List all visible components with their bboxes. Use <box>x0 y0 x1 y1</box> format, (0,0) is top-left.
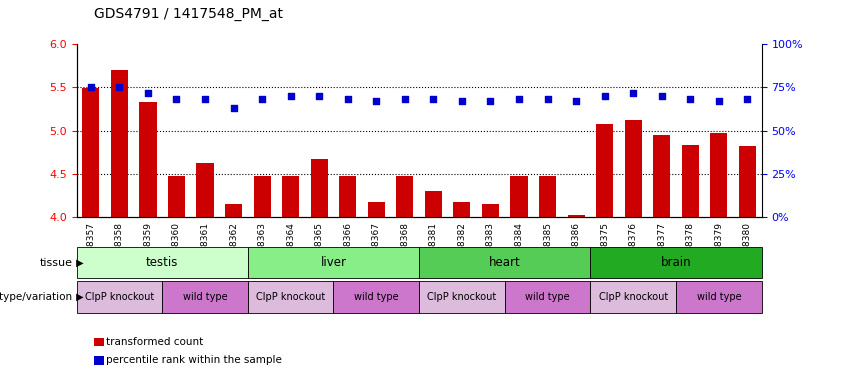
Text: ClpP knockout: ClpP knockout <box>598 292 668 302</box>
Point <box>569 98 583 104</box>
Point <box>112 84 126 91</box>
Bar <box>739 146 756 217</box>
Bar <box>168 176 185 217</box>
Point <box>655 93 669 99</box>
Point <box>712 98 726 104</box>
Text: brain: brain <box>660 256 691 269</box>
Point <box>341 96 355 103</box>
Text: percentile rank within the sample: percentile rank within the sample <box>106 355 283 365</box>
Text: ClpP knockout: ClpP knockout <box>85 292 154 302</box>
Point <box>198 96 212 103</box>
Point <box>255 96 269 103</box>
Bar <box>596 124 614 217</box>
Bar <box>197 162 214 217</box>
Bar <box>454 202 471 217</box>
Text: ▶: ▶ <box>73 258 83 268</box>
Bar <box>654 135 671 217</box>
Text: wild type: wild type <box>525 292 570 302</box>
Point <box>512 96 526 103</box>
Point <box>141 89 155 96</box>
Point <box>398 96 412 103</box>
Bar <box>83 88 100 217</box>
Text: liver: liver <box>321 256 346 269</box>
Bar <box>682 145 699 217</box>
Text: transformed count: transformed count <box>106 337 203 347</box>
Text: wild type: wild type <box>696 292 741 302</box>
Bar <box>539 176 556 217</box>
Bar <box>254 176 271 217</box>
Text: heart: heart <box>488 256 521 269</box>
Point <box>226 105 240 111</box>
Point <box>169 96 183 103</box>
Point <box>483 98 497 104</box>
Point <box>369 98 383 104</box>
Point <box>455 98 469 104</box>
Point <box>540 96 554 103</box>
Bar <box>625 120 642 217</box>
Point <box>683 96 697 103</box>
Bar <box>111 70 128 217</box>
Text: ClpP knockout: ClpP knockout <box>256 292 325 302</box>
Point <box>84 84 98 91</box>
Bar <box>568 215 585 217</box>
Bar <box>397 176 414 217</box>
Bar <box>511 176 528 217</box>
Text: ▶: ▶ <box>73 292 83 302</box>
Point <box>626 89 640 96</box>
Point <box>426 96 440 103</box>
Text: tissue: tissue <box>39 258 72 268</box>
Point <box>312 93 326 99</box>
Point <box>598 93 612 99</box>
Bar <box>311 159 328 217</box>
Text: GDS4791 / 1417548_PM_at: GDS4791 / 1417548_PM_at <box>94 7 283 21</box>
Bar <box>711 133 728 217</box>
Text: wild type: wild type <box>354 292 398 302</box>
Bar <box>368 202 385 217</box>
Text: testis: testis <box>146 256 179 269</box>
Point <box>284 93 298 99</box>
Bar <box>482 204 499 217</box>
Bar <box>140 102 157 217</box>
Bar <box>425 191 442 217</box>
Point <box>740 96 754 103</box>
Text: ClpP knockout: ClpP knockout <box>427 292 496 302</box>
Bar <box>340 176 357 217</box>
Text: genotype/variation: genotype/variation <box>0 292 72 302</box>
Text: wild type: wild type <box>183 292 227 302</box>
Bar <box>282 176 300 217</box>
Bar <box>225 204 243 217</box>
